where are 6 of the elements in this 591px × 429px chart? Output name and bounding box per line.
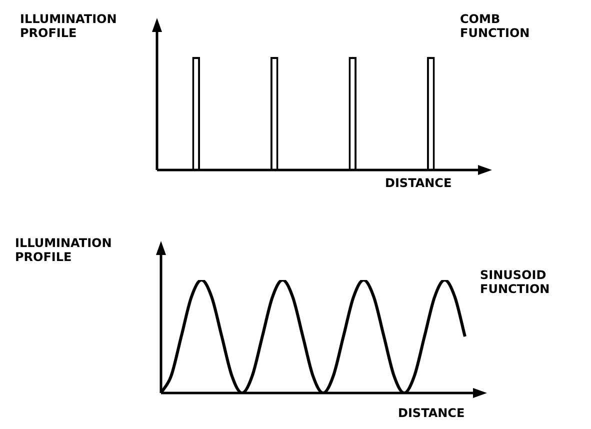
y-axis-title: ILLUMINATION PROFILE <box>20 12 118 40</box>
x-axis-title: DISTANCE <box>385 176 452 190</box>
text: SINUSOID FUNCTION <box>480 268 551 296</box>
y-axis-title: ILLUMINATION PROFILE <box>15 236 113 264</box>
chart-title: COMB FUNCTION <box>460 12 531 40</box>
x-axis-title: DISTANCE <box>398 406 465 420</box>
